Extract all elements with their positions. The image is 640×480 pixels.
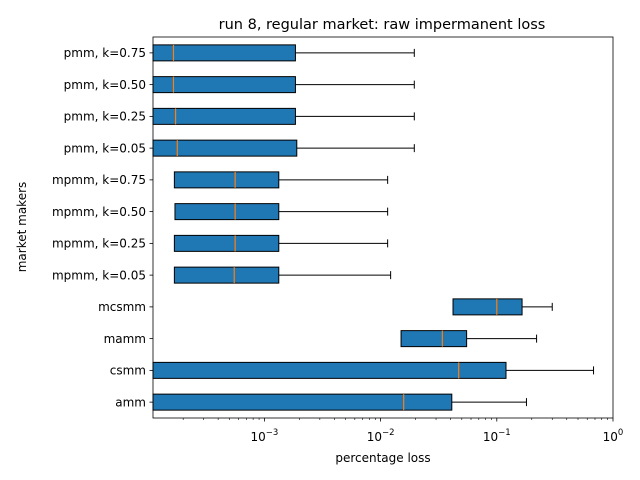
y-tick-label: mamm	[104, 332, 146, 346]
y-axis-label: market makers	[15, 182, 29, 273]
y-tick-label: mcsmm	[98, 300, 146, 314]
box-mamm: mamm	[104, 330, 538, 348]
iqr-box	[152, 393, 453, 411]
y-tick-label: pmm, k=0.25	[64, 110, 146, 124]
box-mpmm-k-0-25: mpmm, k=0.25	[52, 234, 389, 252]
axes-frame	[152, 36, 614, 419]
y-tick-label: mpmm, k=0.75	[52, 173, 146, 187]
iqr-box	[400, 330, 468, 348]
box-mpmm-k-0-75: mpmm, k=0.75	[52, 171, 389, 189]
box-pmm-k-0-50: pmm, k=0.50	[64, 76, 415, 94]
y-tick-label: mpmm, k=0.05	[52, 268, 146, 282]
iqr-box	[152, 139, 298, 157]
box-csmm: csmm	[110, 361, 595, 379]
iqr-box	[173, 171, 280, 189]
y-tick-label: pmm, k=0.50	[64, 78, 146, 92]
iqr-box	[174, 203, 280, 221]
y-tick-label: amm	[115, 395, 146, 409]
iqr-box	[173, 266, 280, 284]
box-mpmm-k-0-05: mpmm, k=0.05	[52, 266, 392, 284]
x-axis-label: percentage loss	[335, 451, 430, 465]
iqr-box	[452, 298, 523, 316]
iqr-box	[173, 234, 280, 252]
y-tick-label: pmm, k=0.05	[64, 141, 146, 155]
box-pmm-k-0-75: pmm, k=0.75	[64, 44, 415, 62]
iqr-box	[152, 107, 296, 125]
box-mcsmm: mcsmm	[98, 298, 553, 316]
y-tick-label: mpmm, k=0.25	[52, 237, 146, 251]
y-tick-label: pmm, k=0.75	[64, 46, 146, 60]
x-tick-label: 100	[603, 428, 624, 444]
box-mpmm-k-0-50: mpmm, k=0.50	[52, 203, 389, 221]
y-tick-label: csmm	[110, 364, 146, 378]
chart-title: run 8, regular market: raw impermanent l…	[219, 17, 546, 33]
y-tick-label: mpmm, k=0.50	[52, 205, 146, 219]
x-tick-label: 10−1	[483, 428, 511, 444]
x-tick-label: 10−3	[250, 428, 278, 444]
iqr-box	[152, 76, 296, 94]
iqr-box	[152, 44, 296, 62]
iqr-box	[152, 361, 507, 379]
x-tick-label: 10−2	[367, 428, 395, 444]
plot-area: 10−3 10−2 10−1 100 pmm, k=0.75 pmm, k=0.50 pmm…	[52, 44, 624, 444]
